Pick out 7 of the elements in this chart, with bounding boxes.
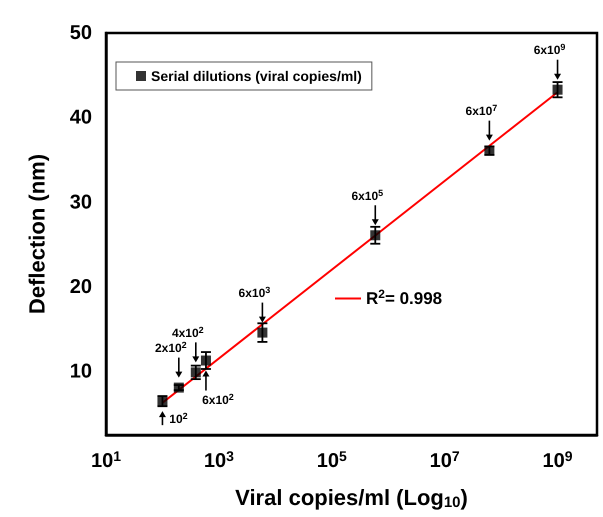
y-axis-title: Deflection (nm) xyxy=(24,154,50,314)
legend-label: Serial dilutions (viral copies/ml) xyxy=(151,68,362,84)
y-tick-label: 50 xyxy=(70,22,92,44)
y-tick-label: 40 xyxy=(70,106,92,129)
y-tick-label: 20 xyxy=(70,276,92,298)
y-tick-label: 10 xyxy=(70,360,92,383)
y-tick-label: 30 xyxy=(70,191,92,214)
